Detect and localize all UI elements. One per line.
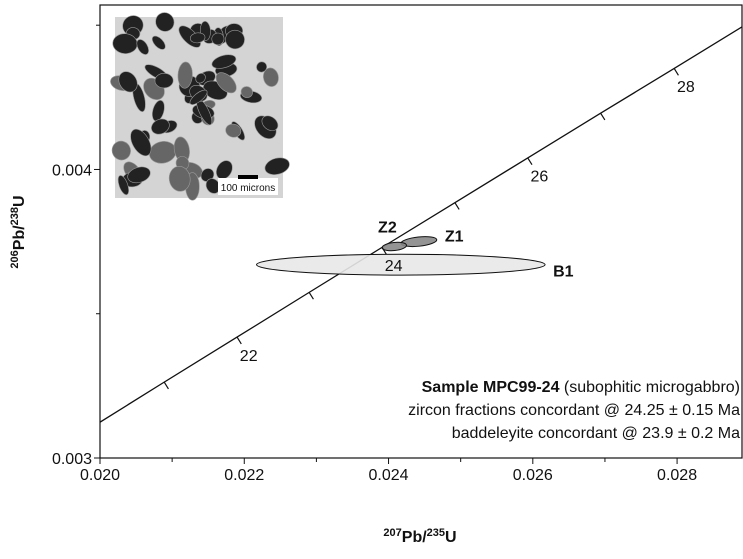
crystal [151,35,166,50]
ellipse-label: Z2 [378,220,397,237]
error-ellipse [256,253,546,276]
scale-bar [238,175,258,179]
label-part: 207 [383,527,401,539]
age-tick [163,381,169,390]
y-axis-label: 206Pb/238U [9,195,28,268]
y-tick-label: 0.003 [52,451,92,468]
crystal [263,67,279,87]
crystal [225,29,245,50]
crystal [155,12,175,32]
crystal [256,61,268,73]
crystal [127,166,151,184]
crystal [195,73,206,84]
age-tick [381,247,387,255]
crystal [117,175,129,196]
age-tick [673,68,679,76]
label-part: Pb/ [11,225,28,250]
label-part: 238 [9,207,21,225]
crystal [151,118,170,135]
label-part: 206 [9,250,21,268]
label-part: U [11,195,28,207]
age-label: 24 [385,258,403,275]
y-tick-label: 0.004 [52,162,92,179]
crystal [211,32,225,46]
crystal [168,166,191,192]
crystal [215,72,237,94]
inset-photo: 100 microns [110,12,290,201]
x-tick-label: 0.020 [80,467,120,484]
age-tick [454,202,460,210]
crystal [118,71,138,93]
x-tick-label: 0.028 [657,467,697,484]
age-label: 28 [677,79,695,96]
crystal [264,157,290,175]
crystal [240,86,253,98]
x-tick-label: 0.026 [513,467,553,484]
label-part: U [445,529,457,546]
annotation: zircon fractions concordant @ 24.25 ± 0.… [408,402,740,419]
sample-name: Sample MPC99-24 [422,379,560,396]
concordia-line [100,26,742,423]
crystal [111,140,131,161]
annotation: Sample MPC99-24 (subophitic microgabbro) [422,379,740,396]
ellipse-label: B1 [553,264,574,281]
error-ellipse [381,241,408,252]
crystal [136,39,149,55]
ellipse-label: Z1 [445,229,464,246]
crystal [177,61,193,89]
crystal [225,123,242,138]
age-tick [527,157,533,166]
age-tick [308,292,314,300]
annotation: baddeleyite concordant @ 23.9 ± 0.2 Ma [452,425,740,442]
crystal [211,54,237,69]
crystal [261,115,279,131]
x-tick-label: 0.024 [369,467,409,484]
crystal [189,32,206,44]
rock-type: (subophitic microgabbro) [564,379,740,396]
age-label: 26 [531,169,549,186]
age-tick [236,336,242,345]
x-tick-label: 0.022 [224,467,264,484]
plot-frame [99,4,743,459]
crystal [130,128,152,157]
crystal [189,89,208,105]
x-axis-label: 207Pb/235U [383,527,456,546]
label-part: Pb/ [402,529,427,546]
plot-area [100,26,742,423]
scale-label: 100 microns [221,183,275,194]
crystal [154,73,174,89]
label-part: 235 [427,527,445,539]
age-label: 22 [240,348,258,365]
scale-box [218,178,278,195]
age-tick [600,112,606,121]
